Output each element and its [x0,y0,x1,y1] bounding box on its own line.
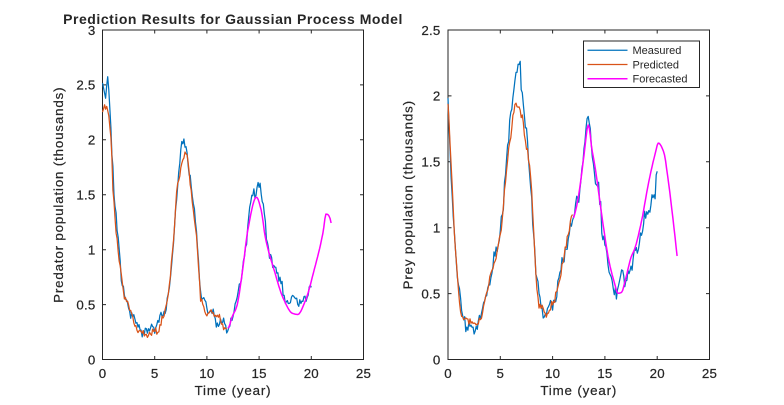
svg-text:25: 25 [356,366,371,381]
svg-text:20: 20 [650,366,665,381]
svg-text:1.5: 1.5 [421,155,440,170]
svg-text:2: 2 [88,133,96,148]
svg-text:5: 5 [151,366,159,381]
svg-text:15: 15 [597,366,612,381]
svg-text:Time (year): Time (year) [195,383,272,398]
svg-text:2.5: 2.5 [421,23,440,38]
svg-text:15: 15 [251,366,266,381]
svg-text:0: 0 [99,366,107,381]
svg-text:Predicted: Predicted [633,59,679,71]
svg-text:10: 10 [199,366,214,381]
svg-text:1: 1 [88,243,96,258]
svg-text:0.5: 0.5 [76,297,95,312]
svg-text:0: 0 [433,352,441,367]
svg-text:Prediction Results for Gaussia: Prediction Results for Gaussian Process … [63,11,403,27]
svg-text:3: 3 [88,23,96,38]
svg-text:Measured: Measured [633,45,682,57]
svg-text:Predator population (thousands: Predator population (thousands) [51,87,66,303]
svg-text:1.5: 1.5 [76,188,95,203]
svg-text:2.5: 2.5 [76,78,95,93]
svg-text:5: 5 [496,366,504,381]
svg-text:Forecasted: Forecasted [633,74,688,86]
svg-text:2: 2 [433,89,441,104]
svg-text:20: 20 [304,366,319,381]
svg-text:10: 10 [545,366,560,381]
svg-text:0: 0 [444,366,452,381]
svg-text:0.5: 0.5 [421,286,440,301]
svg-text:0: 0 [88,352,96,367]
svg-text:Time (year): Time (year) [540,383,617,398]
svg-text:Prey population (thousands): Prey population (thousands) [401,100,416,289]
svg-text:1: 1 [433,221,441,236]
svg-text:25: 25 [702,366,717,381]
